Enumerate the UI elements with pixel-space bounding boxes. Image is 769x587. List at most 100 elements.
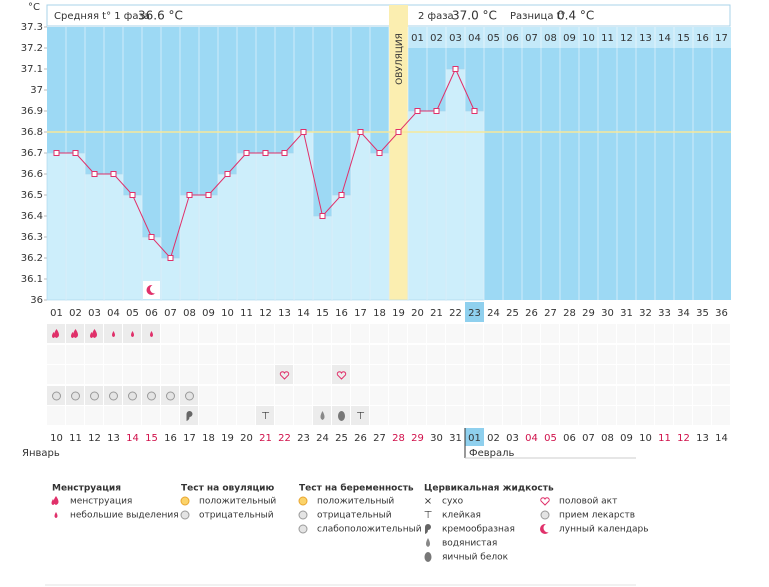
grid-cell (218, 386, 236, 405)
grid-cell (636, 386, 654, 405)
grid-cell (427, 386, 445, 405)
y-tick-label: 36.9 (21, 106, 43, 117)
legend-item: прием лекарств (559, 511, 635, 521)
icon-test (166, 391, 175, 401)
grid-cell (199, 386, 217, 405)
grid-cell (503, 324, 521, 343)
grid-cell (598, 386, 616, 405)
header-box (46, 4, 731, 27)
bar (46, 152, 67, 301)
grid-cell (560, 386, 578, 405)
grid-cell (541, 386, 559, 405)
grid-cell (408, 365, 426, 384)
phase2-day: 04 (468, 33, 481, 44)
grid-cell (85, 365, 103, 384)
grid-cell (408, 386, 426, 405)
grid-cell (218, 365, 236, 384)
grid-cell (275, 345, 293, 364)
grid-cell (636, 345, 654, 364)
x-tick-label: 03 (88, 308, 101, 319)
month-label: Январь (22, 448, 60, 459)
grid-cell (579, 345, 597, 364)
phase2-day: 16 (696, 33, 709, 44)
grid-cell (712, 386, 730, 405)
bar (331, 194, 352, 301)
icon-drop (54, 329, 59, 338)
grid-cell (674, 406, 692, 425)
x-tick-label: 18 (373, 308, 386, 319)
grid-cell (275, 324, 293, 343)
icon-heart (279, 371, 290, 380)
x-tick-label: 26 (525, 308, 538, 319)
grid-cell (522, 365, 540, 384)
grid-cell (541, 324, 559, 343)
grid-cell (47, 406, 65, 425)
bar (198, 194, 219, 301)
y-tick-label: 37.2 (21, 43, 43, 54)
temp-marker (376, 150, 383, 156)
icon-cream (425, 524, 431, 534)
grid-cell (370, 365, 388, 384)
grid-cell (218, 406, 236, 425)
diff-label: Разница t° (510, 11, 566, 22)
icon-drop (54, 512, 58, 518)
grid-cell (389, 386, 407, 405)
icon-egg (338, 411, 345, 421)
grid-cell (199, 406, 217, 425)
icon-water (320, 411, 325, 420)
temp-marker (243, 150, 250, 156)
grid-cell (465, 386, 483, 405)
grid-cell (313, 324, 331, 343)
x-tick-label: 11 (240, 308, 253, 319)
date-label: 17 (183, 433, 196, 444)
icon-drop (131, 331, 134, 337)
grid-cell (598, 345, 616, 364)
moon-cut (150, 284, 159, 294)
date-label: 05 (544, 433, 557, 444)
date-label: 25 (335, 433, 348, 444)
date-label: 14 (715, 433, 728, 444)
grid-cell (712, 406, 730, 425)
ovulation-label: ОВУЛЯЦИЯ (395, 33, 405, 85)
grid-cell (142, 365, 160, 384)
grid-cell (427, 365, 445, 384)
phase2-day: 06 (506, 33, 519, 44)
date-label: 29 (411, 433, 424, 444)
x-tick-label: 30 (601, 308, 614, 319)
grid-cell (484, 365, 502, 384)
legend-title: Менструация (52, 484, 121, 494)
x-tick-label: 22 (449, 308, 462, 319)
temp-marker (471, 108, 478, 114)
legend-item: менструация (70, 497, 132, 507)
grid-cell (408, 406, 426, 425)
grid-cell (123, 406, 141, 425)
grid-cell (256, 345, 274, 364)
icon-test (540, 510, 550, 520)
grid-cell (85, 345, 103, 364)
legend-title: Тест на овуляцию (181, 484, 274, 494)
x-tick-label: 29 (582, 308, 595, 319)
temp-marker (224, 171, 231, 177)
icon-test (185, 391, 194, 401)
y-tick-label: 36.5 (21, 190, 43, 201)
legend-item: отрицательный (317, 511, 392, 521)
grid-cell (484, 406, 502, 425)
date-label: 02 (487, 433, 500, 444)
x-tick-label: 12 (259, 308, 272, 319)
date-label: 20 (240, 433, 253, 444)
grid-cell (123, 365, 141, 384)
date-label: 27 (373, 433, 386, 444)
grid-cell (503, 386, 521, 405)
x-tick-label: 10 (221, 308, 234, 319)
grid-cell (446, 406, 464, 425)
bar (179, 194, 200, 301)
grid-cell (199, 365, 217, 384)
date-label: 28 (392, 433, 405, 444)
grid-cell (484, 324, 502, 343)
icon-drop (112, 331, 115, 337)
grid-cell (522, 324, 540, 343)
x-tick-label: 23 (468, 308, 481, 319)
grid-cell (389, 365, 407, 384)
grid-cell (66, 406, 84, 425)
grid-cell (142, 406, 160, 425)
